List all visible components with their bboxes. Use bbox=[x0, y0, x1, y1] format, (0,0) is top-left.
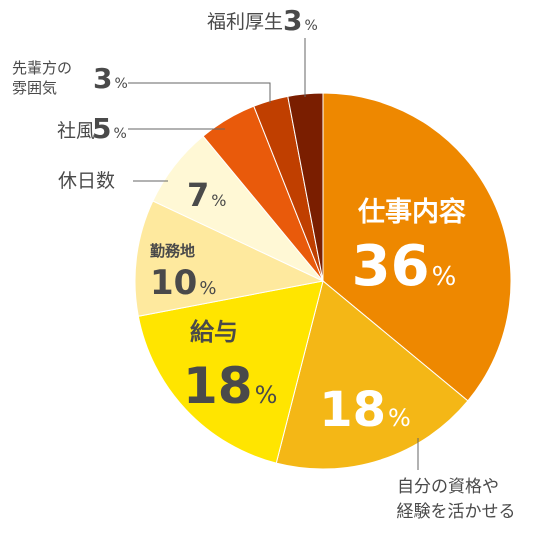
slice-label-4: 休日数 bbox=[58, 170, 115, 192]
slice-label-7: 福利厚生 bbox=[207, 11, 283, 33]
slice-value-0: 36% bbox=[352, 234, 457, 299]
slice-value-6: 3% bbox=[93, 62, 128, 95]
slice-label-2: 給与 bbox=[190, 318, 238, 346]
slice-value-2: 18% bbox=[183, 357, 277, 415]
slice-label-3: 勤務地 bbox=[150, 242, 195, 260]
slice-label-1-line1: 自分の資格や bbox=[397, 477, 499, 497]
slice-value-4: 7% bbox=[187, 176, 226, 214]
pie-slice-0 bbox=[322, 92, 512, 402]
slice-value-7: 3% bbox=[283, 4, 318, 37]
slice-value-1: 18% bbox=[319, 382, 411, 438]
slice-label-6-line2: 雰囲気 bbox=[12, 79, 57, 97]
slice-value-5: 5% bbox=[92, 112, 127, 145]
slice-label-6-line1: 先輩方の bbox=[12, 59, 72, 77]
slice-label-0: 仕事内容 bbox=[357, 196, 466, 228]
leader-line-6 bbox=[128, 82, 271, 103]
slice-label-1-line2: 経験を活かせる bbox=[397, 502, 516, 522]
pie-slice-1 bbox=[275, 280, 469, 470]
slice-label-5: 社風 bbox=[57, 120, 95, 142]
leader-lines bbox=[128, 38, 419, 470]
pie-slice-3 bbox=[134, 200, 325, 317]
pie-slice-2 bbox=[137, 280, 324, 464]
pie-slices bbox=[134, 92, 512, 470]
slice-value-3: 10% bbox=[150, 263, 216, 303]
